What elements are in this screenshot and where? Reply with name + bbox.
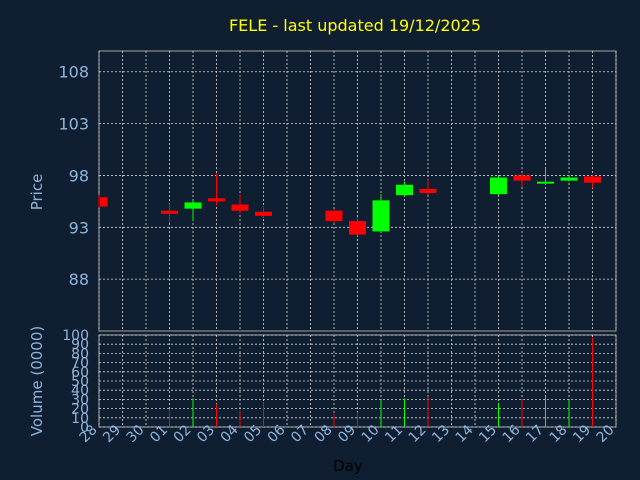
x-tick-label: 02: [171, 422, 195, 446]
x-tick-label: 17: [523, 422, 547, 446]
volume-y-tick: 60: [71, 365, 89, 381]
candle: [537, 168, 554, 185]
x-tick-label: 08: [312, 422, 336, 446]
candle: [490, 176, 507, 196]
x-tick-label: 05: [241, 422, 265, 446]
candle: [419, 179, 437, 196]
candle-body: [161, 210, 178, 214]
candle-body: [513, 175, 531, 181]
volume-y-tick: 70: [71, 356, 89, 372]
chart-title: FELE - last updated 19/12/2025: [229, 16, 481, 35]
volume-y-tick: 30: [71, 392, 89, 408]
candle: [208, 173, 225, 206]
candle: [372, 194, 390, 233]
candle-body: [372, 200, 390, 232]
x-tick-label: 11: [382, 422, 406, 446]
x-tick-label: 13: [429, 422, 453, 446]
candle: [325, 209, 343, 224]
candle: [98, 195, 108, 208]
volume-y-tick: 40: [71, 383, 89, 399]
volume-bars: [169, 337, 593, 427]
candle-body: [349, 221, 366, 235]
price-y-tick: 98: [69, 166, 89, 185]
x-ticks: 28 29 30 01 02 03 04 05 06 07 08 09 10 11 12 13 14 15 16 17…: [77, 422, 618, 446]
candle-body: [419, 188, 437, 194]
volume-y-tick: 0: [80, 420, 89, 436]
x-tick-label: 16: [500, 422, 524, 446]
volume-y-tick: 20: [71, 402, 89, 418]
price-y-ticks: 88 93 98 103 108: [58, 63, 89, 289]
volume-y-tick: 100: [62, 328, 89, 344]
volume-y-tick: 50: [71, 374, 89, 390]
x-tick-label: 19: [570, 422, 594, 446]
x-tick-label: 15: [476, 422, 500, 446]
x-tick-label: 07: [288, 422, 312, 446]
candle-body: [325, 210, 343, 222]
x-tick-label: 14: [453, 422, 477, 446]
candle: [161, 203, 178, 224]
x-tick-label: 09: [335, 422, 359, 446]
x-tick-label: 10: [359, 422, 383, 446]
x-tick-label: 01: [147, 422, 171, 446]
price-y-tick: 93: [69, 218, 89, 237]
price-y-tick: 88: [69, 270, 89, 289]
price-y-tick: 108: [58, 63, 89, 82]
x-axis-label: Day: [333, 457, 363, 475]
candle-body: [100, 197, 108, 207]
price-y-tick: 103: [58, 115, 89, 134]
volume-y-tick: 90: [71, 337, 89, 353]
volume-axis-label: Volume (0000): [28, 326, 46, 436]
candle: [560, 175, 578, 182]
x-tick-label: 04: [218, 422, 242, 446]
candle-body: [396, 184, 413, 196]
candle: [184, 200, 202, 222]
candle: [349, 216, 366, 236]
volume-y-tick: 10: [71, 411, 89, 427]
candle: [396, 181, 413, 197]
candle: [513, 173, 531, 187]
candle: [231, 194, 249, 214]
volume-y-tick: 80: [71, 346, 89, 362]
x-tick-label: 29: [100, 422, 124, 446]
x-tick-label: 06: [265, 422, 289, 446]
candle-body: [537, 181, 554, 184]
candle: [584, 175, 601, 188]
price-axis-label: Price: [28, 174, 46, 211]
candles: [98, 168, 601, 236]
candle-body: [560, 177, 578, 181]
x-tick-label: 12: [406, 422, 430, 446]
candle: [255, 206, 272, 218]
x-tick-label: 20: [594, 422, 618, 446]
x-tick-label: 30: [124, 422, 148, 446]
candle-body: [184, 202, 202, 209]
x-tick-label: 03: [194, 422, 218, 446]
price-grid: [98, 51, 617, 331]
candle-body: [584, 176, 601, 183]
x-tick-label: 18: [547, 422, 571, 446]
candle-body: [490, 177, 507, 195]
candle-body: [255, 211, 272, 216]
candle-body: [231, 204, 249, 211]
candle-body: [208, 198, 225, 202]
